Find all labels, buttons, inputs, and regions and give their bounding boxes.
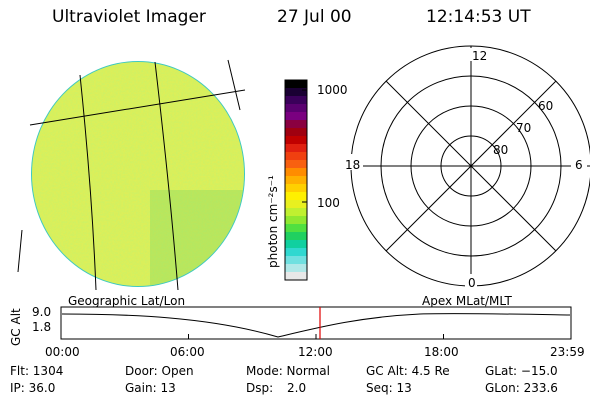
colorbar-tick-1000: 1000 — [317, 83, 348, 97]
color-bar-swatch — [285, 216, 307, 225]
mlt-label-18: 18 — [345, 158, 360, 172]
color-bar-swatch — [285, 232, 307, 241]
time-label: 12:14:53 UT — [426, 7, 531, 27]
color-bar-swatch — [285, 168, 307, 177]
color-bar-swatch — [285, 272, 307, 281]
time-tick-2359: 23:59 — [550, 345, 585, 359]
instrument-title: Ultraviolet Imager — [52, 7, 206, 27]
timeline-ytick-1.8: 1.8 — [32, 320, 52, 334]
color-bar-swatch — [285, 184, 307, 193]
earth-image — [17, 59, 246, 290]
color-bar-swatch — [285, 248, 307, 257]
color-bar-swatch — [285, 208, 307, 217]
colorbar-tick-100: 100 — [317, 196, 340, 210]
timeline-left-label: Geographic Lat/Lon — [68, 294, 186, 308]
mlt-label-12: 12 — [472, 49, 487, 63]
color-bar-swatch — [285, 152, 307, 161]
gain-value: Gain: 13 — [125, 381, 176, 395]
gc-altitude: GC Alt: 4.5 Re — [366, 364, 450, 378]
color-bar-swatch — [285, 104, 307, 113]
color-bar-swatch — [285, 80, 307, 89]
flight-number: Flt: 1304 — [10, 364, 64, 378]
time-tick-1200: 12:00 — [298, 345, 333, 359]
lat-label-70: 70 — [516, 121, 531, 135]
color-bar-swatch — [285, 88, 307, 97]
color-bar-swatch — [285, 264, 307, 273]
lat-label-80: 80 — [493, 143, 508, 157]
polar-diagonal-2 — [385, 80, 557, 252]
color-bar-swatch — [285, 176, 307, 185]
geo-latitude: GLat: −15.0 — [485, 364, 558, 378]
colorbar-unit-label: photon cm⁻²s⁻¹ — [266, 175, 280, 268]
color-bar-swatch — [285, 136, 307, 145]
dsp-value: 2.0 — [287, 381, 307, 395]
color-bar-swatch — [285, 112, 307, 121]
time-tick-0000: 00:00 — [45, 345, 80, 359]
color-bar-swatch — [285, 128, 307, 137]
sequence-number: Seq: 13 — [366, 381, 412, 395]
timeline-plot — [60, 306, 572, 340]
geo-grid — [17, 59, 246, 290]
mlt-label-6: 6 — [575, 158, 583, 172]
color-bar — [284, 79, 308, 281]
mode-value: Mode: Normal — [246, 364, 330, 378]
altitude-curve — [61, 313, 571, 338]
time-tick-0600: 06:00 — [170, 345, 205, 359]
color-bar-swatch — [285, 120, 307, 129]
timeline-ytick-9: 9.0 — [32, 305, 52, 319]
color-bar-swatch — [285, 160, 307, 169]
color-bar-swatch — [285, 256, 307, 265]
ip-value: IP: 36.0 — [10, 381, 56, 395]
timeline-right-label: Apex MLat/MLT — [422, 294, 512, 308]
color-bar-swatch — [285, 96, 307, 105]
image-disk — [32, 62, 244, 286]
color-bar-swatch — [285, 192, 307, 201]
timeline-axis-title: GC Alt — [9, 308, 23, 346]
door-status: Door: Open — [125, 364, 194, 378]
color-bar-swatch — [285, 224, 307, 233]
dsp-label: Dsp: — [246, 381, 274, 395]
mlt-label-0: 0 — [468, 276, 476, 290]
color-bar-swatch — [285, 144, 307, 153]
time-tick-1800: 18:00 — [424, 345, 459, 359]
geo-longitude: GLon: 233.6 — [485, 381, 558, 395]
polar-plot: 12 18 6 0 60 70 80 — [343, 45, 590, 290]
lat-label-60: 60 — [538, 99, 553, 113]
color-bar-swatch — [285, 200, 307, 209]
color-bar-swatch — [285, 240, 307, 249]
date-label: 27 Jul 00 — [277, 7, 352, 27]
